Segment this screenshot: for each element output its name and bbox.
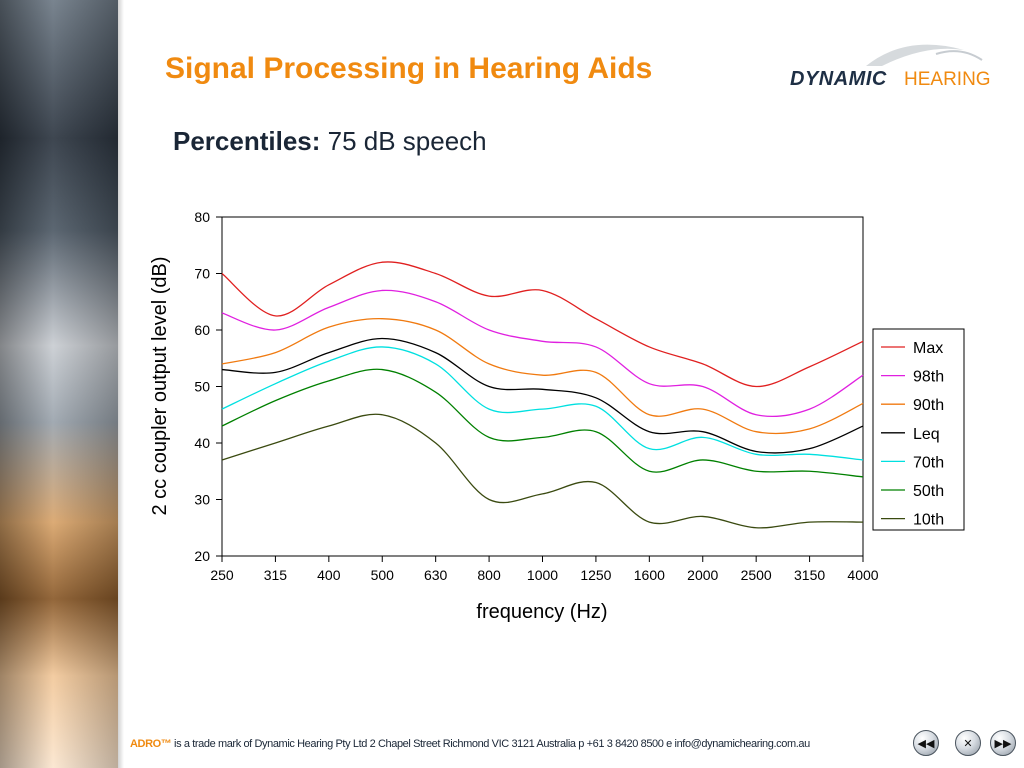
legend-label: 98th xyxy=(913,369,944,386)
decorative-side-panel xyxy=(0,0,118,768)
footer-text: is a trade mark of Dynamic Hearing Pty L… xyxy=(171,738,810,750)
y-tick-label: 60 xyxy=(194,322,210,338)
fast-forward-icon[interactable]: ▶▶ xyxy=(990,730,1016,756)
chart-tick-labels: 20 30 40 50 60 70 80 250 315 400 500 630 800 1000 1250… xyxy=(194,209,878,583)
legend-label: 90th xyxy=(913,397,944,414)
legend-box xyxy=(872,328,965,531)
logo-word-dynamic: DYNAMIC xyxy=(790,68,887,90)
legend-label: 10th xyxy=(913,512,944,529)
logo-swoosh-icon xyxy=(866,44,983,66)
close-circle-icon[interactable]: ✕ xyxy=(955,730,981,756)
x-tick-label: 1000 xyxy=(527,567,558,583)
series-line-max xyxy=(221,261,864,388)
legend-label: 50th xyxy=(913,483,944,500)
x-tick-label: 1250 xyxy=(580,567,611,583)
legend-label: Leq xyxy=(913,426,940,443)
footer-trademark-notice: ADRO™ is a trade mark of Dynamic Hearing… xyxy=(130,738,810,750)
series-line-50th xyxy=(221,368,864,478)
subtitle-value: 75 dB speech xyxy=(320,126,487,156)
series-line-10th xyxy=(221,413,864,529)
x-tick-label: 400 xyxy=(317,567,341,583)
slide-title: Signal Processing in Hearing Aids xyxy=(165,52,653,85)
x-tick-label: 2500 xyxy=(741,567,772,583)
x-tick-label: 630 xyxy=(424,567,448,583)
x-tick-label: 250 xyxy=(210,567,234,583)
x-tick-label: 500 xyxy=(371,567,395,583)
dynamic-hearing-logo: DYNAMIC HEARING xyxy=(786,40,996,96)
y-tick-label: 30 xyxy=(194,492,210,508)
series-line-98th xyxy=(221,289,864,418)
y-tick-label: 70 xyxy=(194,266,210,282)
y-tick-label: 50 xyxy=(194,379,210,395)
subtitle-label: Percentiles: xyxy=(173,126,321,156)
legend-label: 70th xyxy=(913,454,944,471)
plot-area xyxy=(221,216,864,557)
y-tick-label: 40 xyxy=(194,435,210,451)
y-tick-label: 80 xyxy=(194,209,210,225)
footer-brand: ADRO™ xyxy=(130,738,172,750)
side-panel-shading xyxy=(0,0,118,768)
x-tick-label: 2000 xyxy=(687,567,718,583)
x-tick-label: 1600 xyxy=(634,567,665,583)
logo-word-hearing: HEARING xyxy=(904,69,991,90)
x-tick-label: 4000 xyxy=(847,567,878,583)
series-line-leq xyxy=(221,337,864,454)
y-tick-label: 20 xyxy=(194,548,210,564)
slide-subtitle: Percentiles: 75 dB speech xyxy=(173,126,487,157)
x-tick-label: 800 xyxy=(477,567,501,583)
side-panel-edge xyxy=(118,0,124,768)
rewind-icon[interactable]: ◀◀ xyxy=(913,730,939,756)
series-line-70th xyxy=(221,346,864,461)
x-tick-label: 315 xyxy=(264,567,288,583)
chart-series-group xyxy=(221,261,864,529)
chart-legend: Max 98th 90th Leq 70th 50th 10th xyxy=(872,328,965,531)
y-axis-title: 2 cc coupler output level (dB) xyxy=(149,256,171,515)
x-tick-label: 3150 xyxy=(794,567,825,583)
x-axis-title: frequency (Hz) xyxy=(476,601,607,623)
series-line-90th xyxy=(221,318,864,435)
legend-label: Max xyxy=(913,340,943,357)
